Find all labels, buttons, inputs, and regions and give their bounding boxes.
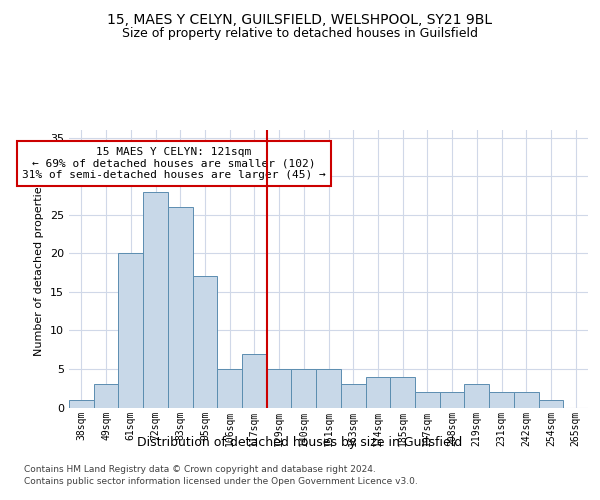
Y-axis label: Number of detached properties: Number of detached properties bbox=[34, 181, 44, 356]
Text: Size of property relative to detached houses in Guilsfield: Size of property relative to detached ho… bbox=[122, 28, 478, 40]
Text: Distribution of detached houses by size in Guilsfield: Distribution of detached houses by size … bbox=[137, 436, 463, 449]
Bar bbox=[514, 392, 539, 407]
Bar bbox=[415, 392, 440, 407]
Bar bbox=[118, 254, 143, 408]
Bar bbox=[341, 384, 365, 407]
Bar bbox=[316, 369, 341, 408]
Bar bbox=[539, 400, 563, 407]
Bar bbox=[94, 384, 118, 407]
Bar bbox=[390, 376, 415, 408]
Bar bbox=[168, 207, 193, 408]
Bar bbox=[143, 192, 168, 408]
Bar bbox=[217, 369, 242, 408]
Bar bbox=[193, 276, 217, 407]
Bar bbox=[489, 392, 514, 407]
Bar bbox=[267, 369, 292, 408]
Bar bbox=[69, 400, 94, 407]
Bar bbox=[292, 369, 316, 408]
Text: Contains HM Land Registry data © Crown copyright and database right 2024.: Contains HM Land Registry data © Crown c… bbox=[24, 464, 376, 473]
Text: Contains public sector information licensed under the Open Government Licence v3: Contains public sector information licen… bbox=[24, 476, 418, 486]
Bar bbox=[242, 354, 267, 408]
Bar bbox=[365, 376, 390, 408]
Text: 15, MAES Y CELYN, GUILSFIELD, WELSHPOOL, SY21 9BL: 15, MAES Y CELYN, GUILSFIELD, WELSHPOOL,… bbox=[107, 12, 493, 26]
Text: 15 MAES Y CELYN: 121sqm
← 69% of detached houses are smaller (102)
31% of semi-d: 15 MAES Y CELYN: 121sqm ← 69% of detache… bbox=[22, 147, 326, 180]
Bar bbox=[440, 392, 464, 407]
Bar bbox=[464, 384, 489, 407]
